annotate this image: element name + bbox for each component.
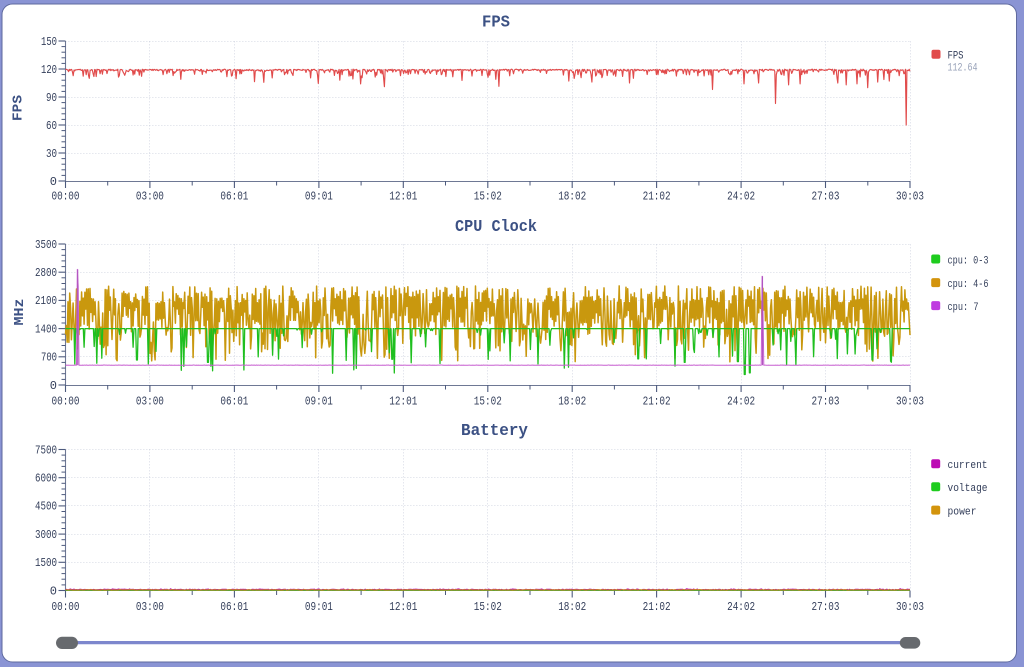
svg-text:24:02: 24:02	[727, 190, 755, 204]
svg-text:cpu: 0-3: cpu: 0-3	[948, 255, 989, 267]
svg-text:30: 30	[46, 147, 57, 161]
svg-text:power: power	[948, 506, 977, 518]
svg-text:24:02: 24:02	[727, 600, 755, 614]
svg-text:FPS: FPS	[948, 50, 964, 62]
svg-text:700: 700	[41, 351, 57, 365]
svg-text:2800: 2800	[35, 266, 57, 280]
svg-text:FPS: FPS	[482, 13, 510, 32]
svg-text:cpu: 7: cpu: 7	[948, 302, 979, 314]
svg-text:15:02: 15:02	[474, 600, 502, 614]
svg-text:12:01: 12:01	[389, 190, 417, 204]
svg-text:15:02: 15:02	[474, 394, 502, 408]
svg-text:112.64: 112.64	[948, 63, 978, 75]
svg-text:0: 0	[50, 379, 57, 393]
svg-text:3500: 3500	[35, 238, 57, 252]
svg-text:09:01: 09:01	[305, 600, 333, 614]
svg-text:90: 90	[46, 91, 57, 105]
svg-text:CPU Clock: CPU Clock	[455, 217, 537, 236]
svg-text:1400: 1400	[35, 322, 57, 336]
svg-text:21:02: 21:02	[643, 600, 671, 614]
svg-text:03:00: 03:00	[136, 190, 164, 204]
svg-text:12:01: 12:01	[389, 394, 417, 408]
svg-text:2100: 2100	[35, 294, 57, 308]
svg-text:FPS: FPS	[12, 95, 27, 121]
svg-text:00:00: 00:00	[52, 600, 80, 614]
svg-text:current: current	[948, 460, 988, 472]
svg-text:03:00: 03:00	[136, 600, 164, 614]
svg-text:120: 120	[41, 63, 57, 77]
svg-text:0: 0	[50, 584, 57, 598]
svg-text:06:01: 06:01	[220, 600, 248, 614]
svg-text:6000: 6000	[35, 472, 57, 486]
svg-text:24:02: 24:02	[727, 394, 755, 408]
svg-text:150: 150	[41, 35, 57, 49]
svg-text:21:02: 21:02	[643, 190, 671, 204]
svg-text:60: 60	[46, 119, 57, 133]
svg-text:MHz: MHz	[13, 299, 28, 326]
svg-text:7500: 7500	[35, 443, 57, 457]
svg-text:18:02: 18:02	[558, 394, 586, 408]
svg-text:Battery: Battery	[461, 421, 528, 440]
svg-text:03:00: 03:00	[136, 394, 164, 408]
svg-text:09:01: 09:01	[305, 394, 333, 408]
svg-text:06:01: 06:01	[220, 190, 248, 204]
svg-text:0: 0	[50, 175, 57, 189]
svg-text:voltage: voltage	[948, 483, 988, 495]
svg-text:00:00: 00:00	[52, 190, 80, 204]
svg-text:3000: 3000	[35, 528, 57, 542]
svg-text:12:01: 12:01	[389, 600, 417, 614]
svg-text:30:03: 30:03	[896, 600, 924, 614]
svg-text:30:03: 30:03	[896, 394, 924, 408]
svg-text:cpu: 4-6: cpu: 4-6	[948, 279, 989, 291]
svg-text:27:03: 27:03	[812, 394, 840, 408]
svg-text:27:03: 27:03	[812, 190, 840, 204]
svg-text:00:00: 00:00	[52, 394, 80, 408]
svg-text:30:03: 30:03	[896, 190, 924, 204]
svg-text:15:02: 15:02	[474, 190, 502, 204]
svg-text:4500: 4500	[35, 500, 57, 514]
svg-text:1500: 1500	[35, 556, 57, 570]
svg-text:18:02: 18:02	[558, 190, 586, 204]
svg-text:27:03: 27:03	[812, 600, 840, 614]
svg-text:09:01: 09:01	[305, 190, 333, 204]
svg-text:06:01: 06:01	[220, 394, 248, 408]
svg-text:21:02: 21:02	[643, 394, 671, 408]
svg-text:18:02: 18:02	[558, 600, 586, 614]
